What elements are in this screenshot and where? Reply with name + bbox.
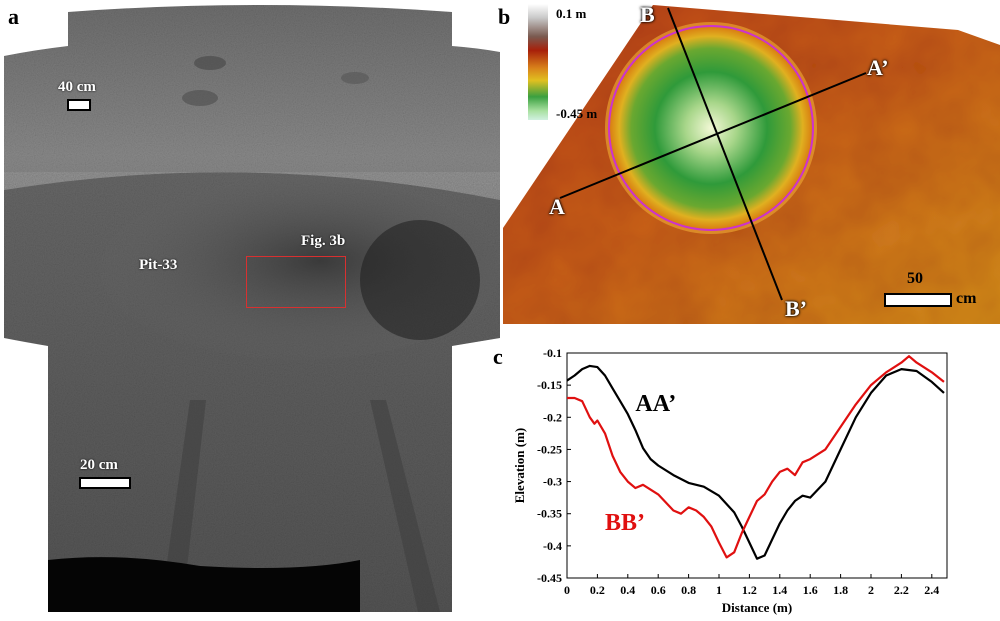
- x-tick-label: 0: [564, 583, 570, 597]
- elevation-map: [503, 5, 1000, 324]
- scale-label-40cm: 40 cm: [58, 79, 96, 95]
- scale-bar-20cm: [79, 477, 131, 489]
- colorbar-min-label: -0.45 m: [556, 106, 598, 121]
- scale-label-20cm: 20 cm: [80, 457, 118, 473]
- x-tick-label: 0.6: [651, 583, 666, 597]
- x-tick-label: 1: [716, 583, 722, 597]
- map-scale-bar: [884, 293, 952, 307]
- fig-3b-region-box: [246, 256, 346, 308]
- x-tick-label: 1.4: [772, 583, 787, 597]
- y-tick-label: -0.45: [537, 571, 562, 585]
- y-tick-label: -0.25: [537, 442, 562, 456]
- plot-frame: [566, 352, 948, 579]
- x-axis-label: Distance (m): [722, 600, 792, 615]
- profile-label-a: A: [549, 194, 565, 219]
- profile-label-a-prime: A’: [867, 55, 889, 80]
- x-tick-label: 2.4: [924, 583, 939, 597]
- x-tick-label: 1.6: [803, 583, 818, 597]
- map-scale-unit: cm: [956, 290, 977, 307]
- profile-label-b: B: [640, 2, 655, 27]
- x-tick-label: 1.2: [742, 583, 757, 597]
- x-tick-label: 0.4: [620, 583, 635, 597]
- rover-panorama-photo: [4, 5, 500, 612]
- x-tick-label: 2: [868, 583, 874, 597]
- y-tick-label: -0.15: [537, 378, 562, 392]
- panel-c-letter: c: [493, 344, 503, 369]
- panel-a-letter: a: [8, 4, 19, 29]
- series-line-aa: [566, 364, 945, 560]
- x-tick-label: 1.8: [833, 583, 848, 597]
- fig-3b-label: Fig. 3b: [301, 233, 346, 249]
- colorbar-max-label: 0.1 m: [556, 6, 587, 21]
- x-tick-label: 0.8: [681, 583, 696, 597]
- y-axis-label: Elevation (m): [512, 428, 527, 503]
- pit-33-label: Pit-33: [139, 257, 178, 273]
- series-label-aa: AA’: [635, 391, 676, 417]
- series-label-bb: BB’: [605, 510, 645, 536]
- y-tick-label: -0.1: [543, 346, 562, 360]
- panel-b-letter: b: [498, 4, 511, 29]
- elevation-profile-chart: 0 0.2 0.4 0.6 0.8 1 1.2 1.4 1.6 1.8 2 2.2 2.4 -0.1 -0.…: [512, 346, 948, 615]
- scale-bar-40cm: [67, 99, 91, 111]
- y-tick-label: -0.35: [537, 507, 562, 521]
- profile-label-b-prime: B’: [785, 296, 807, 321]
- y-tick-label: -0.2: [543, 410, 562, 424]
- y-tick-label: -0.4: [543, 539, 562, 553]
- y-tick-label: -0.3: [543, 475, 562, 489]
- map-scale-value: 50: [907, 270, 923, 287]
- x-tick-label: 0.2: [590, 583, 605, 597]
- colorbar: [528, 4, 548, 120]
- series-line-bb: [567, 355, 945, 559]
- x-tick-label: 2.2: [894, 583, 909, 597]
